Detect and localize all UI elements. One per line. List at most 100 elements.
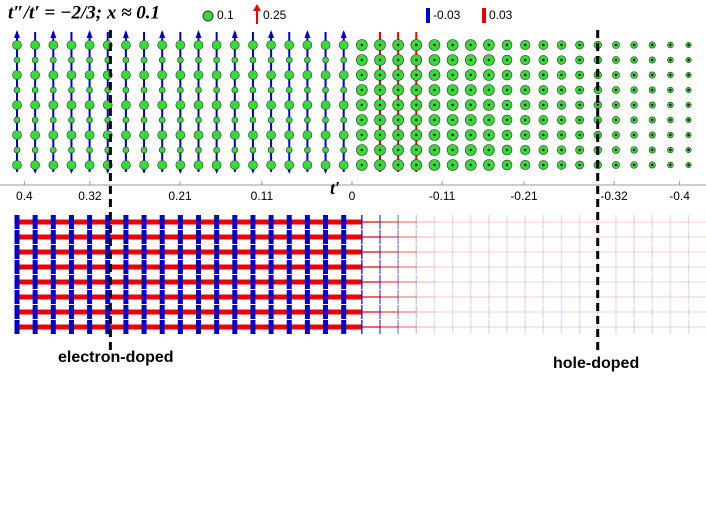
site-dot <box>687 43 690 47</box>
charge-site <box>66 130 77 140</box>
charge-site <box>266 40 276 50</box>
charge-site <box>267 146 275 154</box>
site-dot <box>451 148 454 152</box>
charge-site <box>284 160 295 170</box>
charge-site <box>12 130 22 140</box>
charge-site <box>49 56 57 64</box>
charge-site <box>13 86 21 94</box>
site-dot <box>524 163 527 167</box>
site-dot <box>614 163 618 167</box>
site-dot <box>505 163 509 167</box>
site-dot <box>396 118 400 122</box>
charge-site <box>285 116 293 124</box>
charge-site <box>68 86 75 94</box>
charge-site <box>322 116 329 124</box>
site-dot <box>487 73 491 77</box>
charge-site <box>121 70 131 80</box>
charge-site <box>66 160 77 170</box>
site-dot <box>433 73 436 77</box>
site-dot <box>687 163 690 167</box>
site-dot <box>578 133 581 137</box>
site-dot <box>451 133 454 137</box>
charge-site <box>340 56 348 64</box>
charge-site <box>122 56 130 64</box>
charge-site <box>249 116 257 124</box>
site-dot <box>433 58 436 62</box>
charge-site <box>266 100 276 110</box>
site-dot <box>524 73 527 77</box>
charge-site <box>338 70 349 80</box>
charge-site <box>230 40 240 50</box>
charge-site <box>177 56 184 64</box>
site-dot <box>651 73 654 77</box>
site-dot <box>560 163 563 167</box>
charge-site <box>213 146 220 154</box>
site-dot <box>469 103 472 107</box>
site-dot <box>632 118 636 122</box>
site-dot <box>433 88 436 92</box>
charge-site <box>177 146 184 154</box>
site-dot <box>360 58 364 62</box>
site-dot <box>360 133 364 137</box>
legend-label: 0.25 <box>263 8 287 22</box>
charge-site <box>302 160 313 170</box>
site-dot <box>614 133 618 137</box>
site-dot <box>542 103 545 107</box>
charge-site <box>140 56 148 64</box>
charge-site <box>175 40 186 50</box>
charge-site <box>195 146 202 154</box>
legend-charge-symbol <box>202 10 214 22</box>
site-dot <box>505 148 509 152</box>
charge-site <box>193 40 204 50</box>
site-dot <box>469 88 472 92</box>
charge-site <box>340 146 348 154</box>
charge-site <box>49 86 57 94</box>
site-dot <box>651 58 654 62</box>
site-dot <box>578 103 581 107</box>
site-dot <box>378 118 382 122</box>
charge-site <box>304 86 311 94</box>
charge-site <box>248 130 258 140</box>
spin-head <box>14 30 20 38</box>
site-dot <box>524 148 527 152</box>
charge-site <box>266 70 276 80</box>
site-dot <box>487 163 491 167</box>
charge-site <box>30 130 40 140</box>
charge-site <box>211 40 222 50</box>
charge-site <box>230 70 240 80</box>
site-dot <box>687 73 690 77</box>
charge-site <box>48 40 59 50</box>
site-dot <box>669 103 672 107</box>
site-dot <box>469 148 472 152</box>
site-dot <box>560 118 563 122</box>
charge-site <box>304 146 311 154</box>
charge-site <box>175 130 186 140</box>
site-dot <box>687 88 690 92</box>
site-dot <box>469 43 472 47</box>
charge-site <box>193 100 204 110</box>
site-dot <box>542 88 545 92</box>
charge-site <box>158 116 166 124</box>
site-dot <box>433 163 436 167</box>
spin-head <box>195 30 202 38</box>
charge-site <box>30 70 40 80</box>
site-dot <box>451 58 454 62</box>
site-dot <box>415 103 418 107</box>
charge-site <box>68 56 75 64</box>
charge-site <box>338 130 349 140</box>
charge-site <box>248 100 258 110</box>
site-dot <box>433 103 436 107</box>
charge-site <box>267 86 275 94</box>
site-dot <box>505 118 509 122</box>
site-dot <box>614 73 618 77</box>
site-dot <box>505 73 509 77</box>
site-dot <box>396 163 400 167</box>
charge-site <box>320 70 331 80</box>
x-tick-label: -0.32 <box>600 189 628 203</box>
site-dot <box>433 148 436 152</box>
charge-site <box>320 100 331 110</box>
charge-site <box>340 86 348 94</box>
charge-site <box>122 86 130 94</box>
charge-site <box>195 116 202 124</box>
site-dot <box>632 73 636 77</box>
